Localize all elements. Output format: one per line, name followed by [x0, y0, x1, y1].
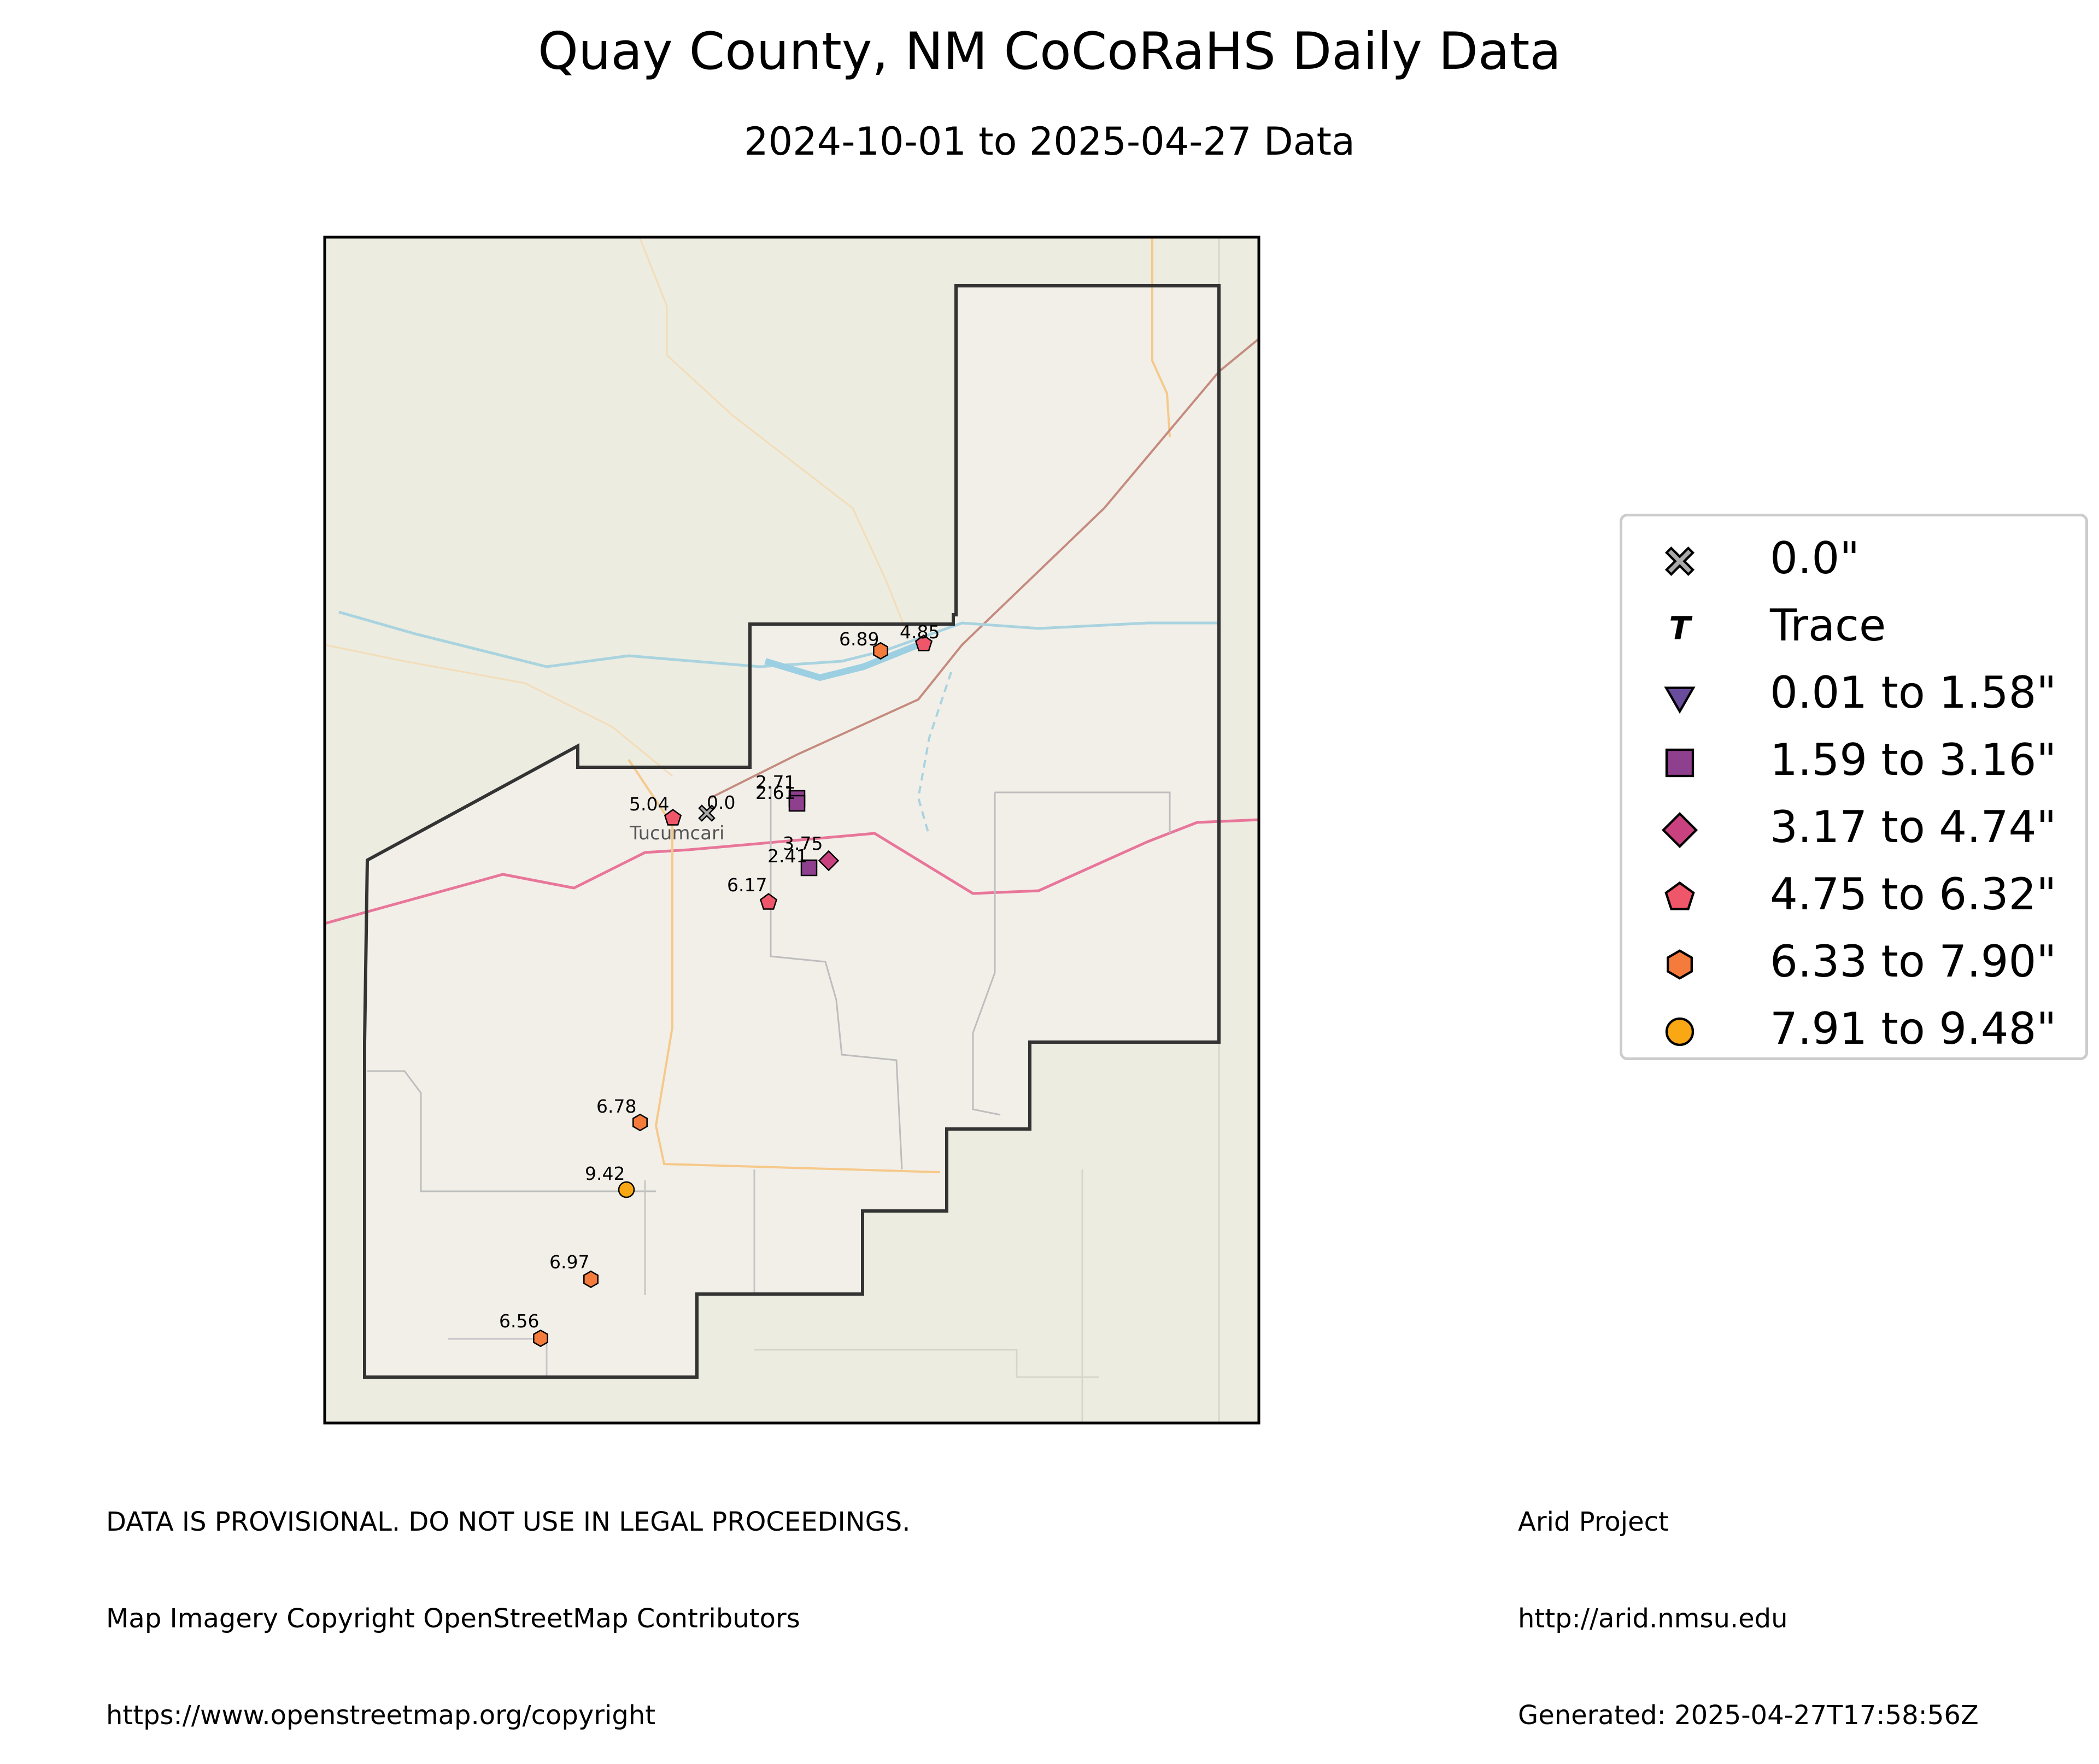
station-value-label: 2.41: [767, 845, 807, 867]
station-marker-x: [698, 804, 716, 822]
legend-label: 4.75 to 6.32": [1770, 869, 2057, 920]
station-marker-hexagon: [533, 1329, 548, 1348]
footer-line-provisional: DATA IS PROVISIONAL. DO NOT USE IN LEGAL…: [106, 1507, 911, 1537]
legend-marker-hexagon-icon: [1667, 949, 1693, 980]
footer-line-copyright-url: https://www.openstreetmap.org/copyright: [106, 1700, 656, 1731]
legend-label: Trace: [1770, 600, 1886, 651]
town-label-tucumcari: Tucumcari: [629, 822, 724, 844]
legend-item: 0.0": [1622, 527, 2085, 595]
legend-label: 0.0": [1770, 533, 1860, 584]
svg-text:T: T: [1669, 610, 1693, 647]
footer-disclaimer: DATA IS PROVISIONAL. DO NOT USE IN LEGAL…: [106, 1442, 911, 1764]
station-marker-hexagon: [583, 1270, 599, 1289]
legend-item: 6.33 to 7.90": [1622, 931, 2085, 998]
map-title: Quay County, NM CoCoRaHS Daily Data: [537, 22, 1562, 81]
station-marker-hexagon: [873, 642, 888, 660]
station-marker-pentagon: [759, 893, 778, 910]
legend-label: 7.91 to 9.48": [1770, 1003, 2057, 1054]
station-value-label: 6.17: [727, 874, 767, 896]
legend-marker-square-icon: [1665, 748, 1695, 778]
station-marker-pentagon: [914, 634, 933, 651]
station-marker-circle: [618, 1181, 635, 1198]
legend-item: T Trace: [1622, 595, 2085, 662]
station-marker-square: [788, 795, 806, 812]
station-marker-hexagon: [632, 1113, 648, 1132]
station-value-label: 6.89: [839, 628, 879, 650]
basemap: [325, 237, 1259, 1423]
legend-marker-circle-icon: [1665, 1017, 1695, 1046]
legend-label: 1.59 to 3.16": [1770, 734, 2057, 785]
legend-marker-diamond-icon: [1661, 812, 1698, 849]
legend-marker-T-icon: T: [1669, 610, 1693, 647]
legend-item: 7.91 to 9.48": [1622, 998, 2085, 1065]
station-marker-square: [800, 859, 818, 877]
legend: 0.0" T Trace 0.01 to 1.58" 1.59 to 3.16" 3.17…: [1620, 514, 2088, 1060]
station-value-label: 5.04: [629, 793, 669, 815]
footer-line-project: Arid Project: [1518, 1507, 1669, 1537]
legend-item: 0.01 to 1.58": [1622, 662, 2085, 729]
station-marker-pentagon: [664, 809, 682, 826]
footer-line-imagery: Map Imagery Copyright OpenStreetMap Cont…: [106, 1603, 800, 1634]
station-value-label: 6.97: [549, 1251, 589, 1273]
legend-item: 3.17 to 4.74": [1622, 796, 2085, 863]
legend-marker-pentagon-icon: [1664, 881, 1695, 910]
legend-marker-triangle-down-icon: [1664, 686, 1696, 714]
station-value-label: 3.75: [783, 833, 823, 854]
station-value-label: 4.85: [900, 621, 940, 643]
legend-item: 4.75 to 6.32": [1622, 863, 2085, 931]
legend-label: 3.17 to 4.74": [1770, 802, 2057, 852]
station-value-label: 6.78: [596, 1096, 636, 1117]
station-value-label: 2.61: [755, 782, 795, 803]
legend-item: 1.59 to 3.16": [1622, 729, 2085, 796]
station-value-label: 6.56: [499, 1310, 539, 1332]
map-frame: [323, 236, 1260, 1425]
footer-line-generated: Generated: 2025-04-27T17:58:56Z: [1518, 1700, 1979, 1731]
station-markers: 0.0 5.04 2.712.61 6.89 4.85 3.752.416.17 6.78 9…: [499, 621, 940, 1348]
station-marker-diamond: [818, 850, 840, 872]
station-value-label: 9.42: [585, 1163, 625, 1184]
footer-credits: Arid Project http://arid.nmsu.edu Genera…: [1518, 1442, 1979, 1764]
county-map: Tucumcari 0.0 5.04 2.712.61 6.89 4.85 3.752.4…: [323, 236, 1260, 1425]
station-value-label: 0.0: [707, 792, 735, 813]
legend-label: 6.33 to 7.90": [1770, 936, 2057, 987]
footer-line-project-url: http://arid.nmsu.edu: [1518, 1603, 1788, 1634]
county-boundary: [363, 284, 1221, 1379]
map-subtitle: 2024-10-01 to 2025-04-27 Data: [744, 119, 1355, 164]
station-value-label: 2.71: [755, 772, 795, 793]
legend-marker-x-icon: [1664, 546, 1695, 577]
legend-label: 0.01 to 1.58": [1770, 667, 2057, 718]
